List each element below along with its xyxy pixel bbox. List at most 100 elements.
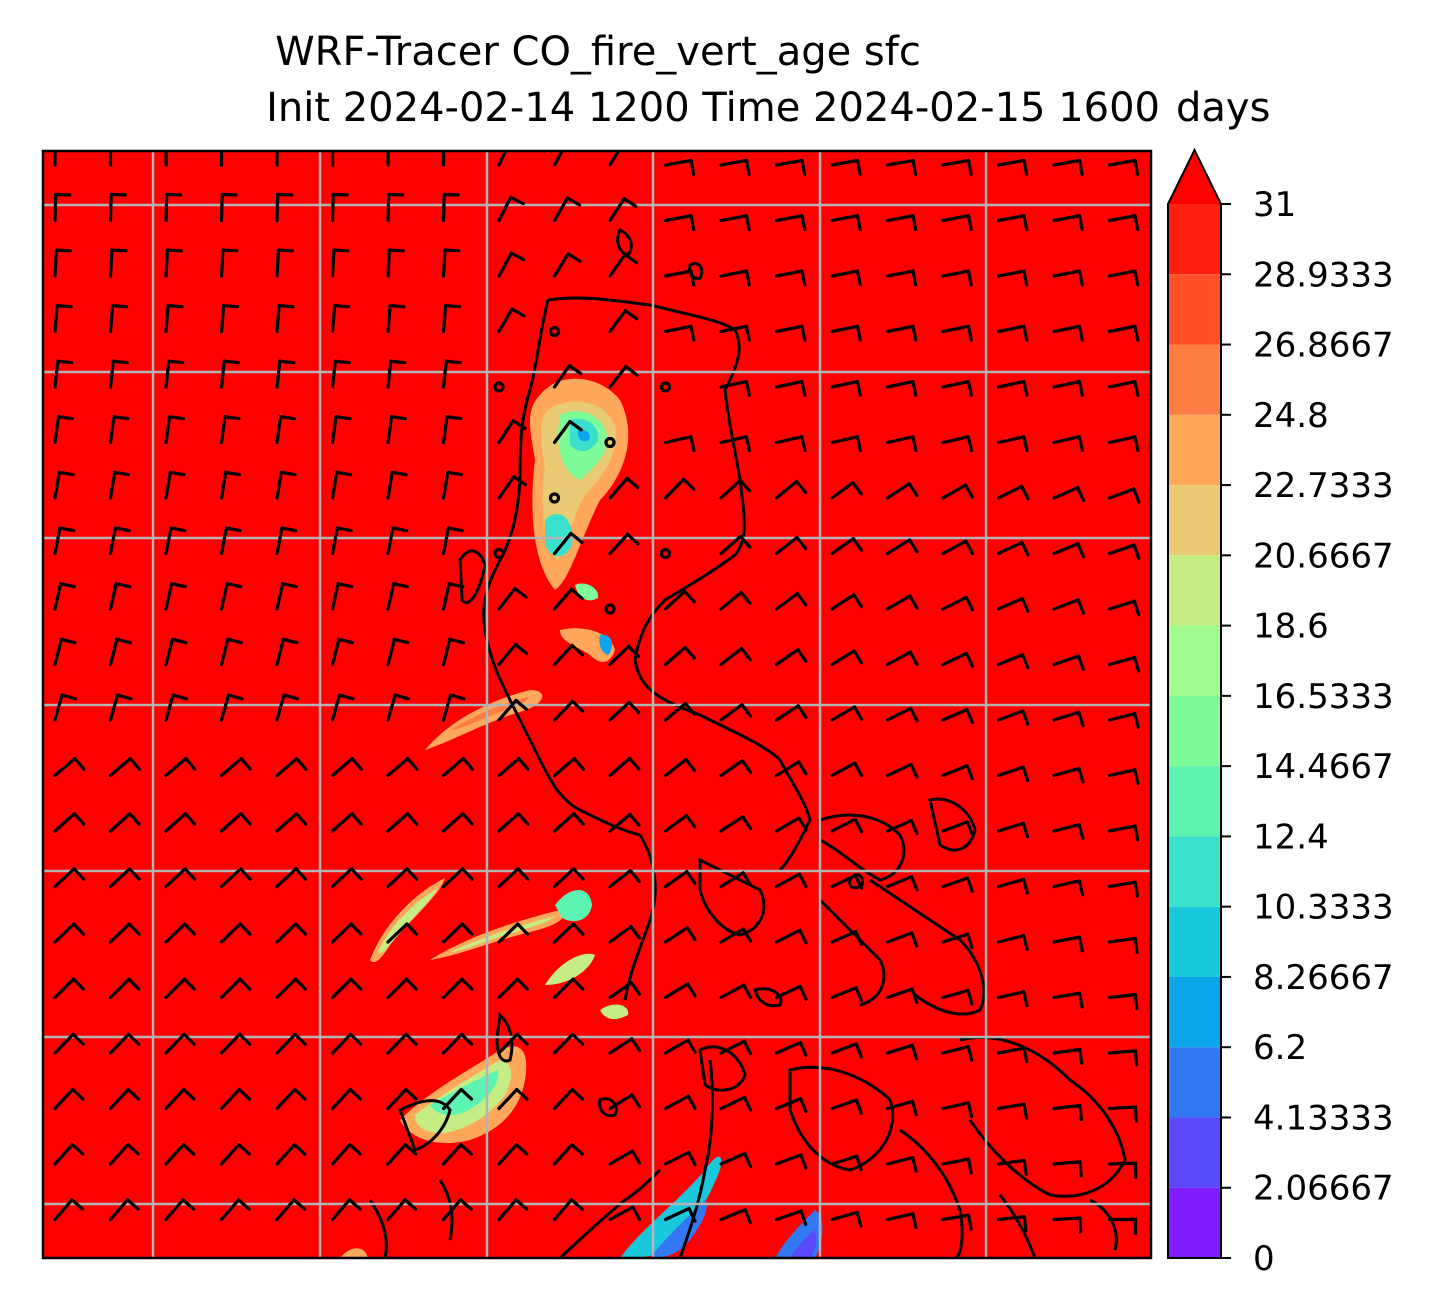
wind-barb-staff xyxy=(53,582,63,611)
wind-barb-flag xyxy=(800,269,807,287)
wind-barb-staff xyxy=(719,214,749,223)
wind-barb-staff xyxy=(330,812,354,833)
wind-barb-flag xyxy=(908,650,919,667)
wind-barb-flag xyxy=(514,1198,529,1211)
wind-barb-flag xyxy=(170,637,188,645)
wind-barb-staff xyxy=(830,649,856,667)
wind-barb-flag xyxy=(1022,269,1029,287)
wind-barb-flag xyxy=(280,526,298,533)
wind-barb-staff xyxy=(219,192,224,223)
wind-barb-flag xyxy=(689,324,696,342)
wind-barb-staff xyxy=(885,214,915,223)
wind-barb-staff xyxy=(386,812,410,833)
wind-barb-staff xyxy=(830,1042,858,1055)
wind-barb-staff xyxy=(441,303,448,334)
wind-barb-staff xyxy=(441,582,451,611)
wind-barb-flag xyxy=(403,1143,418,1156)
wind-barb-staff xyxy=(108,1198,130,1222)
wind-barb-flag xyxy=(1133,880,1140,898)
wind-barb-staff xyxy=(885,482,911,500)
wind-barb-staff xyxy=(219,637,230,667)
wind-barb-flag xyxy=(1132,599,1141,617)
wind-barb-staff xyxy=(941,876,970,889)
wind-barb-flag xyxy=(277,303,295,309)
wind-barb-staff xyxy=(830,817,857,833)
wind-barb-flag xyxy=(347,1198,362,1211)
wind-barb-flag xyxy=(570,1143,584,1156)
wind-barb-flag xyxy=(349,977,363,991)
wind-barb-staff xyxy=(663,1038,690,1055)
wind-barb-flag xyxy=(966,1045,974,1062)
wind-barb-flag xyxy=(1020,653,1030,670)
plume-streak4 xyxy=(600,1004,629,1020)
wind-barb-flag xyxy=(854,986,863,1003)
wind-barb-staff xyxy=(275,415,283,445)
wind-barb-staff xyxy=(719,1095,747,1111)
wind-barb-flag xyxy=(226,637,244,645)
wind-barb-staff xyxy=(996,709,1025,722)
wind-barb-flag xyxy=(55,303,73,309)
wind-barb-flag xyxy=(911,435,918,453)
wind-barb-flag xyxy=(166,303,184,309)
wind-barb-staff xyxy=(941,539,968,556)
wind-barb-flag xyxy=(184,756,197,771)
wind-barb-flag xyxy=(460,977,474,991)
wind-barb-flag xyxy=(293,1087,307,1101)
wind-barb-flag xyxy=(855,435,863,453)
wind-barb-staff xyxy=(164,756,188,778)
wind-barb-staff xyxy=(1107,269,1137,278)
wind-barb-staff xyxy=(885,762,913,778)
wind-barb-flag xyxy=(967,158,973,176)
wind-barb-staff xyxy=(774,984,802,1000)
wind-barb-staff xyxy=(53,1087,75,1111)
wind-barb-flag xyxy=(627,644,640,659)
wind-barb-flag xyxy=(910,931,919,948)
wind-barb-staff xyxy=(719,534,743,556)
wind-barb-flag xyxy=(966,932,974,950)
wind-barb-flag xyxy=(169,526,187,533)
wind-barb-staff xyxy=(108,637,119,667)
wind-barb-flag xyxy=(798,928,808,945)
wind-barb-staff xyxy=(386,582,396,611)
wind-barb-staff xyxy=(941,651,969,667)
wind-barb-flag xyxy=(628,812,641,827)
wind-barb-staff xyxy=(830,158,860,167)
wind-barb-flag xyxy=(630,1149,642,1165)
wind-barb-flag xyxy=(911,269,918,287)
wind-barb-staff xyxy=(1052,324,1082,334)
wind-barb-staff xyxy=(1107,880,1137,889)
wind-barb-flag xyxy=(1076,542,1085,559)
wind-barb-flag xyxy=(238,1032,252,1046)
wind-barb-staff xyxy=(108,582,118,611)
wind-barb-staff xyxy=(885,931,914,944)
wind-barb-staff xyxy=(441,756,465,778)
wind-barb-flag xyxy=(741,871,753,887)
colorbar-units: days xyxy=(1176,85,1271,131)
wind-barb-staff xyxy=(497,1032,519,1055)
wind-barb-flag xyxy=(907,482,919,498)
wind-barb-flag xyxy=(744,214,751,232)
wind-barb-staff xyxy=(386,1032,408,1055)
chart-title-line2: Init 2024-02-14 1200 Time 2024-02-15 160… xyxy=(266,85,1160,131)
wind-barb-staff xyxy=(386,756,410,778)
wind-barb-flag xyxy=(460,1032,474,1046)
colorbar-tick-label: 24.8 xyxy=(1253,396,1329,436)
wind-barb-flag xyxy=(183,867,197,881)
wind-barb-flag xyxy=(115,637,133,645)
wind-barb-flag xyxy=(1133,214,1140,232)
wind-barb-staff xyxy=(552,977,575,1000)
wind-barb-staff xyxy=(275,582,285,611)
wind-barb-flag xyxy=(853,817,864,834)
wind-barb-flag xyxy=(1076,654,1085,671)
colorbar-band xyxy=(1168,906,1221,977)
wind-barb-staff xyxy=(885,379,915,389)
wind-barb-staff xyxy=(219,1087,241,1111)
wind-barb-staff xyxy=(663,645,687,667)
wind-barb-flag xyxy=(854,1042,863,1059)
wind-barb-staff xyxy=(53,1143,75,1166)
wind-barb-flag xyxy=(1133,768,1140,786)
wind-barb-staff xyxy=(330,1143,352,1166)
wind-barb-flag xyxy=(964,539,975,556)
wind-barb-staff xyxy=(996,484,1024,500)
wind-barb-flag xyxy=(565,196,582,207)
